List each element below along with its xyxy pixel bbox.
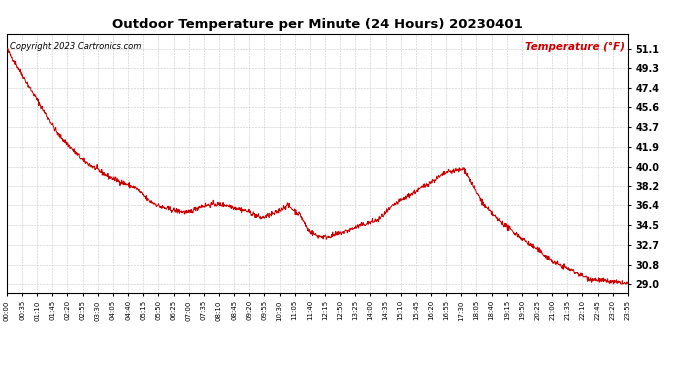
Text: Temperature (°F): Temperature (°F) (525, 42, 625, 52)
Text: Copyright 2023 Cartronics.com: Copyright 2023 Cartronics.com (10, 42, 141, 51)
Title: Outdoor Temperature per Minute (24 Hours) 20230401: Outdoor Temperature per Minute (24 Hours… (112, 18, 523, 31)
